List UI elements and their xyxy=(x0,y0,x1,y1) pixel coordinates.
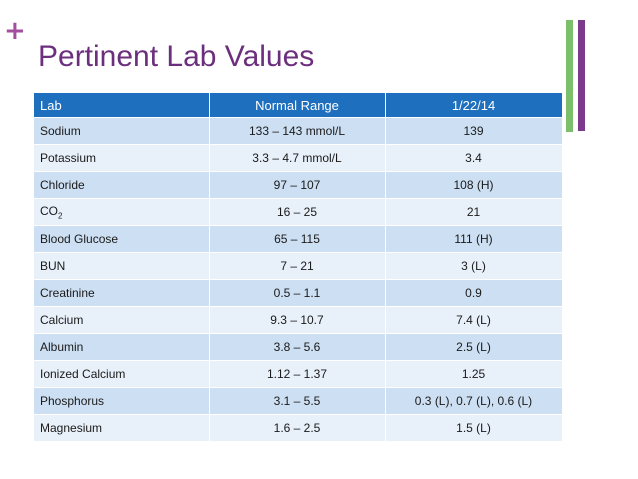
cell-normal-range: 9.3 – 10.7 xyxy=(209,306,386,334)
table-row: Creatinine 0.5 – 1.1 0.9 xyxy=(34,279,563,307)
cell-value: 139 xyxy=(385,117,563,145)
cell-normal-range: 3.1 – 5.5 xyxy=(209,387,386,415)
cell-value: 21 xyxy=(385,198,563,226)
cell-value: 2.5 (L) xyxy=(385,333,563,361)
cell-value: 1.25 xyxy=(385,360,563,388)
table-row: Blood Glucose 65 – 115 111 (H) xyxy=(34,225,563,253)
cell-value: 108 (H) xyxy=(385,171,563,199)
lab-name: Blood Glucose xyxy=(40,232,119,246)
lab-name: BUN xyxy=(40,259,66,273)
header-date: 1/22/14 xyxy=(385,93,563,118)
lab-values-table: Lab Normal Range 1/22/14 Sodium 133 – 143… xyxy=(34,93,563,441)
table-row: Ionized Calcium 1.12 – 1.37 1.25 xyxy=(34,360,563,388)
cell-normal-range: 97 – 107 xyxy=(209,171,386,199)
lab-name: Phosphorus xyxy=(40,394,105,408)
cell-lab: BUN xyxy=(34,252,210,280)
cell-lab: Chloride xyxy=(34,171,210,199)
table-row: Phosphorus 3.1 – 5.5 0.3 (L), 0.7 (L), 0.6… xyxy=(34,387,563,415)
cell-normal-range: 133 – 143 mmol/L xyxy=(209,117,386,145)
cell-lab: Creatinine xyxy=(34,279,210,307)
table-row: Sodium 133 – 143 mmol/L 139 xyxy=(34,117,563,145)
cell-value: 0.9 xyxy=(385,279,563,307)
cell-lab: Sodium xyxy=(34,117,210,145)
table-row: Magnesium 1.6 – 2.5 1.5 (L) xyxy=(34,414,563,441)
cell-normal-range: 7 – 21 xyxy=(209,252,386,280)
cell-value: 111 (H) xyxy=(385,225,563,253)
cell-lab: CO2 xyxy=(34,198,210,226)
header-lab: Lab xyxy=(34,93,210,118)
cell-value: 3 (L) xyxy=(385,252,563,280)
table-body: Sodium 133 – 143 mmol/L 139 Potassium 3.3 – … xyxy=(34,117,563,441)
cell-lab: Magnesium xyxy=(34,414,210,441)
cell-normal-range: 0.5 – 1.1 xyxy=(209,279,386,307)
cell-lab: Potassium xyxy=(34,144,210,172)
cell-normal-range: 16 – 25 xyxy=(209,198,386,226)
lab-name: Sodium xyxy=(40,124,81,138)
table-row: Potassium 3.3 – 4.7 mmol/L 3.4 xyxy=(34,144,563,172)
slide-title: Pertinent Lab Values xyxy=(38,40,315,73)
lab-name: Ionized Calcium xyxy=(40,367,126,381)
lab-name: Potassium xyxy=(40,151,97,165)
cell-lab: Albumin xyxy=(34,333,210,361)
table-row: Albumin 3.8 – 5.6 2.5 (L) xyxy=(34,333,563,361)
lab-name: CO xyxy=(40,203,58,218)
cell-value: 3.4 xyxy=(385,144,563,172)
lab-name-subscript: 2 xyxy=(58,211,63,221)
cell-lab: Phosphorus xyxy=(34,387,210,415)
lab-name: Chloride xyxy=(40,178,85,192)
cell-lab: Calcium xyxy=(34,306,210,334)
plus-decoration-icon: + xyxy=(4,16,26,46)
cell-lab: Ionized Calcium xyxy=(34,360,210,388)
cell-value: 0.3 (L), 0.7 (L), 0.6 (L) xyxy=(385,387,563,415)
table-row: Calcium 9.3 – 10.7 7.4 (L) xyxy=(34,306,563,334)
table-row: Chloride 97 – 107 108 (H) xyxy=(34,171,563,199)
lab-name: Magnesium xyxy=(40,421,103,435)
cell-lab: Blood Glucose xyxy=(34,225,210,253)
cell-value: 7.4 (L) xyxy=(385,306,563,334)
lab-name: Albumin xyxy=(40,340,84,354)
accent-bar-green xyxy=(566,20,573,132)
lab-name: Creatinine xyxy=(40,286,95,300)
table-row: BUN 7 – 21 3 (L) xyxy=(34,252,563,280)
cell-value: 1.5 (L) xyxy=(385,414,563,441)
cell-normal-range: 3.8 – 5.6 xyxy=(209,333,386,361)
lab-name: Calcium xyxy=(40,313,84,327)
cell-normal-range: 3.3 – 4.7 mmol/L xyxy=(209,144,386,172)
cell-normal-range: 65 – 115 xyxy=(209,225,386,253)
table-row: CO2 16 – 25 21 xyxy=(34,198,563,226)
cell-normal-range: 1.6 – 2.5 xyxy=(209,414,386,441)
header-normal-range: Normal Range xyxy=(209,93,386,118)
accent-bar-purple xyxy=(578,20,585,131)
table-header-row: Lab Normal Range 1/22/14 xyxy=(34,93,563,118)
cell-normal-range: 1.12 – 1.37 xyxy=(209,360,386,388)
